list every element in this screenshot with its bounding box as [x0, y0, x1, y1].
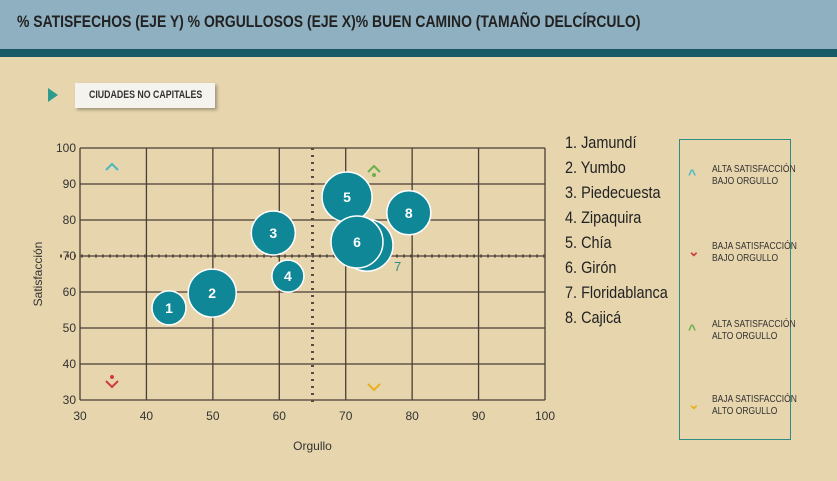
chevron-up-icon: ^ [688, 166, 697, 182]
y-tick-label: 70 [63, 249, 77, 263]
bubble-6 [330, 215, 384, 269]
x-tick-label: 60 [273, 409, 287, 423]
y-tick-label: 100 [56, 141, 76, 155]
city-item: 5. Chía [565, 233, 612, 252]
bubble-2 [187, 268, 237, 318]
legend-label: ALTA SATISFACCIÓN [712, 319, 796, 330]
city-list: 1. Jamundí 2. Yumbo 3. Piedecuesta 4. Zi… [565, 133, 686, 333]
x-tick-label: 80 [405, 409, 419, 423]
bubble-label: 5 [343, 189, 351, 205]
chevron-down-icon: ⌄ [688, 396, 700, 412]
bubble-3 [250, 210, 297, 256]
legend-label: ALTA SATISFACCIÓN [712, 164, 796, 175]
page-title: % SATISFECHOS (EJE Y) % ORGULLOSOS (EJE … [17, 12, 641, 31]
chevron-down-icon [367, 383, 381, 392]
x-axis-label: Orgullo [293, 439, 332, 453]
city-item: 3. Piedecuesta [565, 183, 661, 202]
bubble-label: 8 [405, 205, 413, 221]
x-tick-label: 100 [535, 409, 555, 423]
bubble-label: 6 [353, 234, 361, 250]
bubble-label: 7 [394, 259, 401, 274]
chevron-up-icon: ^ [688, 321, 697, 337]
play-icon [48, 88, 58, 102]
legend-label: ALTO ORGULLO [712, 406, 778, 417]
legend-label: BAJA SATISFACCIÓN [712, 394, 797, 405]
bubble-1 [151, 290, 187, 326]
y-tick-label: 30 [63, 393, 77, 407]
filter-label: CIUDADES NO CAPITALES [89, 89, 203, 101]
chevron-down-icon [105, 380, 119, 389]
y-tick-label: 90 [63, 177, 77, 191]
bubble-label: 2 [208, 285, 216, 301]
quadrant-legend: ^ ALTA SATISFACCIÓN BAJO ORGULLO ⌄ BAJA SAT… [679, 139, 797, 440]
city-item: 4. Zipaquira [565, 208, 642, 227]
legend-label: BAJO ORGULLO [712, 253, 779, 264]
dot-icon [372, 173, 376, 177]
city-item: 7. Floridablanca [565, 283, 668, 302]
bubble-label: 1 [165, 300, 173, 316]
x-tick-label: 50 [206, 409, 220, 423]
chevron-up-icon [367, 164, 381, 173]
chevron-down-icon: ⌄ [688, 243, 700, 259]
dot-icon [110, 375, 114, 379]
header-bar: % SATISFECHOS (EJE Y) % ORGULLOSOS (EJE … [0, 0, 837, 57]
x-tick-label: 90 [472, 409, 486, 423]
bubble-4 [271, 259, 305, 293]
bubble-label: 4 [284, 268, 292, 284]
y-tick-label: 60 [63, 285, 77, 299]
bubble-label: 3 [269, 225, 277, 241]
x-tick-label: 30 [73, 409, 87, 423]
city-item: 8. Cajicá [565, 308, 622, 327]
filter-button[interactable]: CIUDADES NO CAPITALES [75, 83, 215, 108]
legend-label: BAJA SATISFACCIÓN [712, 241, 797, 252]
legend-label: ALTO ORGULLO [712, 331, 778, 342]
x-tick-label: 70 [339, 409, 353, 423]
legend-label: BAJO ORGULLO [712, 176, 779, 187]
city-item: 1. Jamundí [565, 133, 637, 152]
city-item: 6. Girón [565, 258, 617, 277]
bubble-8 [386, 190, 432, 236]
city-item: 2. Yumbo [565, 158, 626, 177]
y-tick-label: 40 [63, 357, 77, 371]
y-tick-label: 50 [63, 321, 77, 335]
chevron-up-icon [105, 162, 119, 171]
y-axis-label: Satisfacción [31, 242, 45, 307]
x-tick-label: 40 [140, 409, 154, 423]
y-tick-label: 80 [63, 213, 77, 227]
